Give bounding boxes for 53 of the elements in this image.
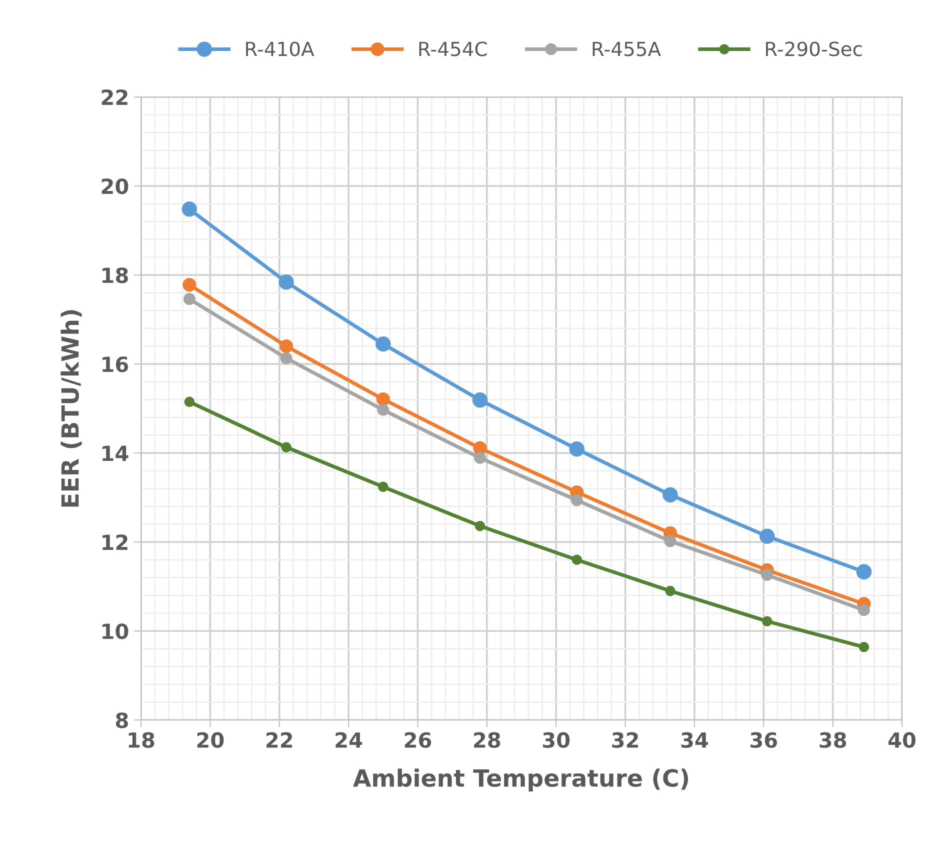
point	[570, 494, 583, 506]
x-tick-label: 20	[197, 732, 224, 748]
point	[184, 396, 195, 407]
y-tick-label: 12	[102, 534, 128, 550]
x-tick-label: 18	[128, 732, 154, 748]
x-tick-label: 24	[336, 732, 362, 748]
x-axis-title: Ambient Temperature (C)	[353, 768, 688, 792]
point	[183, 293, 196, 306]
point	[378, 482, 388, 492]
legend-label: R-290-Sec	[766, 42, 862, 56]
y-tick-label: 22	[102, 89, 128, 105]
y-tick-label: 14	[102, 446, 128, 461]
y-tick-label: 10	[102, 623, 128, 640]
point	[375, 336, 391, 352]
point	[665, 586, 676, 596]
legend-label: R-455A	[592, 42, 661, 56]
y-tick-label: 16	[102, 356, 128, 372]
point	[376, 392, 390, 406]
x-tick-label: 28	[474, 732, 500, 748]
x-tick-label: 38	[820, 732, 846, 748]
point	[474, 452, 486, 464]
legend-label: R-454C	[419, 42, 487, 56]
y-tick-label: 18	[102, 267, 128, 284]
point	[664, 535, 676, 548]
point	[662, 487, 678, 502]
point	[279, 339, 294, 354]
point	[856, 564, 872, 580]
point	[858, 604, 870, 616]
y-tick-label: 20	[102, 178, 128, 194]
point	[572, 554, 582, 565]
point	[377, 404, 390, 416]
point	[281, 442, 292, 452]
point	[761, 568, 774, 581]
x-tick-label: 32	[612, 732, 638, 748]
point	[182, 202, 198, 217]
legend-label: R-410A	[246, 42, 314, 56]
point	[762, 616, 772, 626]
x-tick-label: 26	[404, 732, 432, 748]
x-tick-label: 40	[888, 732, 916, 748]
point	[472, 392, 488, 408]
point	[278, 274, 294, 290]
y-tick-label: 8	[116, 712, 128, 728]
x-tick-label: 30	[542, 732, 570, 748]
point	[569, 441, 584, 457]
x-tick-label: 34	[681, 732, 708, 748]
y-axis-title: EER (BTU/kWh)	[60, 310, 82, 507]
point	[182, 278, 196, 292]
point	[858, 642, 870, 652]
x-tick-label: 36	[750, 732, 778, 748]
point	[474, 520, 486, 532]
x-tick-label: 22	[266, 732, 292, 748]
point	[759, 528, 775, 544]
point	[280, 352, 292, 364]
